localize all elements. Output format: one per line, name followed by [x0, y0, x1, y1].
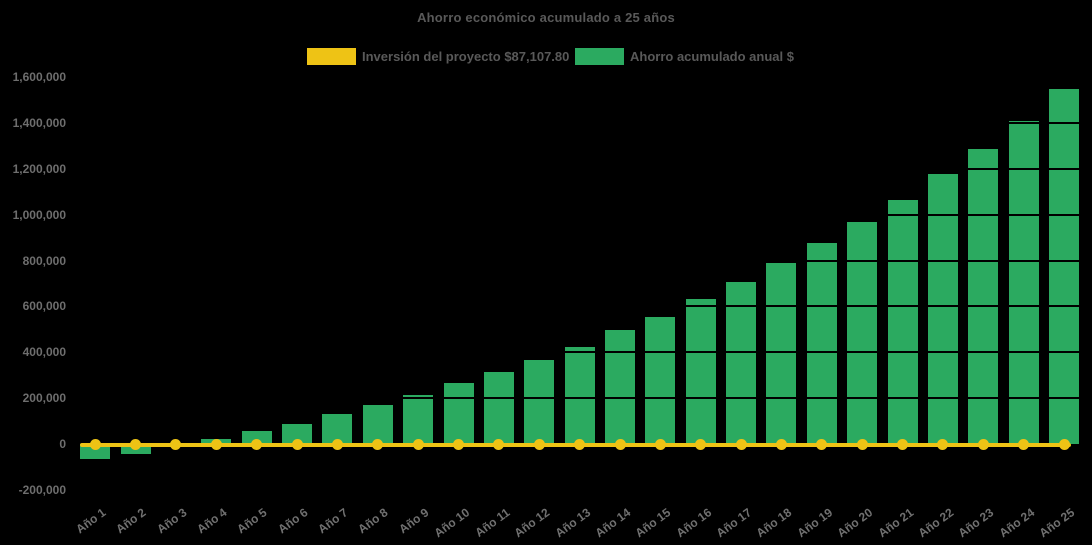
investment-line-marker[interactable] [735, 439, 747, 450]
x-tick-label: Año 5 [234, 505, 270, 537]
x-tick-label: Año 10 [431, 505, 472, 541]
bar-año-23[interactable] [968, 148, 999, 444]
gridline [75, 259, 1086, 262]
x-tick-label: Año 9 [396, 505, 432, 537]
bar-año-18[interactable] [766, 262, 797, 444]
investment-line-marker[interactable] [654, 439, 666, 450]
x-tick-label: Año 13 [552, 505, 593, 541]
y-tick-label: -200,000 [18, 482, 66, 497]
savings-legend-label: Ahorro acumulado anual $ [630, 48, 794, 64]
bar-año-10[interactable] [443, 382, 474, 444]
x-tick-label: Año 7 [315, 505, 351, 537]
investment-line-marker[interactable] [210, 439, 222, 450]
investment-line-marker[interactable] [937, 439, 949, 450]
investment-line-marker[interactable] [614, 439, 626, 450]
savings-legend-swatch [575, 47, 624, 65]
y-tick-label: 200,000 [22, 391, 66, 406]
investment-line-marker[interactable] [574, 439, 586, 450]
bar-año-21[interactable] [887, 199, 918, 444]
x-tick-label: Año 2 [113, 505, 149, 537]
x-tick-label: Año 1 [73, 505, 109, 537]
bar-año-5[interactable] [241, 430, 272, 444]
x-tick-label: Año 22 [915, 505, 957, 541]
gridline [75, 351, 1086, 354]
x-tick-label: Año 8 [355, 505, 391, 537]
investment-line-marker[interactable] [331, 439, 343, 450]
investment-line-marker[interactable] [775, 439, 787, 450]
investment-line-marker[interactable] [533, 439, 545, 450]
investment-legend-label: Inversión del proyecto $87,107.80 [362, 48, 570, 64]
chart-title: Ahorro económico acumulado a 25 años [417, 10, 675, 25]
legend-item-investment[interactable]: Inversión del proyecto $87,107.80 [307, 46, 569, 66]
y-tick-label: 400,000 [22, 345, 66, 360]
investment-line-marker[interactable] [856, 439, 868, 450]
investment-line-marker[interactable] [493, 439, 505, 450]
x-tick-label: Año 19 [794, 505, 835, 541]
y-tick-label: 800,000 [22, 253, 66, 268]
gridline [75, 76, 1086, 78]
gridline [75, 305, 1086, 308]
x-tick-label: Año 23 [955, 505, 997, 541]
x-tick-label: Año 3 [153, 505, 190, 537]
x-tick-label: Año 24 [996, 505, 1037, 541]
investment-line-marker[interactable] [453, 439, 465, 450]
gridline [75, 167, 1086, 170]
x-tick-label: Año 4 [194, 505, 230, 537]
investment-line-marker[interactable] [291, 439, 303, 450]
investment-line-marker[interactable] [412, 439, 424, 450]
bar-año-19[interactable] [806, 242, 837, 444]
bar-año-6[interactable] [282, 424, 313, 444]
y-tick-label: 0 [59, 437, 66, 451]
x-tick-label: Año 6 [274, 505, 311, 537]
x-tick-label: Año 25 [1036, 505, 1078, 541]
x-tick-label: Año 16 [673, 505, 714, 541]
y-tick-label: 1,600,000 [12, 70, 66, 84]
bar-año-9[interactable] [403, 394, 434, 444]
bar-año-16[interactable] [685, 299, 716, 444]
x-tick-label: Año 12 [511, 505, 553, 541]
gridline [75, 397, 1086, 400]
bar-año-15[interactable] [645, 316, 676, 444]
bar-año-13[interactable] [564, 346, 595, 444]
investment-line-marker[interactable] [977, 439, 989, 450]
bar-año-20[interactable] [847, 221, 878, 444]
x-tick-label: Año 17 [713, 505, 755, 541]
x-tick-label: Año 21 [875, 505, 916, 541]
bar-año-1[interactable] [80, 444, 111, 459]
bar-año-24[interactable] [1008, 120, 1039, 444]
investment-legend-swatch [307, 47, 356, 65]
investment-line-marker[interactable] [1018, 439, 1030, 450]
bar-año-12[interactable] [524, 360, 555, 444]
x-tick-label: Año 14 [592, 505, 634, 541]
y-tick-label: 600,000 [22, 299, 66, 314]
y-tick-label: 1,200,000 [12, 161, 66, 176]
gridline [75, 121, 1086, 124]
legend-item-savings[interactable]: Ahorro acumulado anual $ [575, 46, 794, 66]
bar-año-11[interactable] [483, 372, 514, 444]
bar-año-14[interactable] [605, 330, 635, 444]
investment-line-marker[interactable] [372, 439, 384, 450]
investment-line-marker[interactable] [170, 439, 182, 450]
gridline [75, 213, 1086, 216]
bar-año-25[interactable] [1049, 88, 1080, 444]
investment-line-marker[interactable] [130, 439, 142, 450]
x-tick-label: Año 20 [834, 505, 876, 541]
investment-line-marker[interactable] [251, 439, 263, 450]
y-tick-label: 1,000,000 [12, 207, 66, 222]
x-tick-label: Año 11 [471, 505, 513, 540]
bar-año-8[interactable] [362, 404, 393, 444]
bar-año-17[interactable] [726, 281, 757, 444]
investment-line-marker[interactable] [897, 439, 909, 450]
investment-line-marker[interactable] [695, 439, 707, 450]
investment-line-marker[interactable] [89, 439, 101, 450]
y-tick-label: 1,400,000 [12, 115, 66, 130]
investment-line-marker[interactable] [816, 439, 828, 450]
investment-line-marker[interactable] [1058, 439, 1070, 450]
x-tick-label: Año 15 [632, 505, 674, 541]
x-tick-label: Año 18 [754, 505, 795, 541]
